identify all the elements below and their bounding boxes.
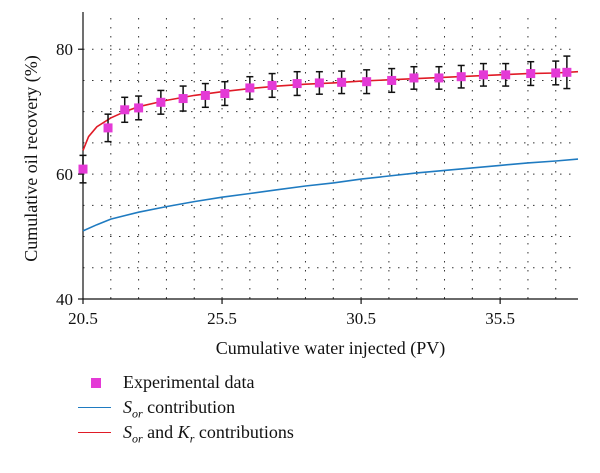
series-line (82, 158, 579, 232)
data-point (200, 90, 210, 100)
data-point (267, 80, 277, 90)
data-point (292, 79, 302, 89)
series-line (82, 70, 579, 151)
data-point (456, 72, 466, 82)
data-point (120, 105, 130, 115)
y-tick-label: 80 (56, 40, 73, 59)
label-layer: 20.5 25.5 30.5 35.5 40 60 80 Cumulative water i… (21, 40, 515, 359)
data-point (314, 78, 324, 88)
data-point (526, 69, 536, 79)
legend-label-sor: Sor contribution (123, 397, 236, 421)
data-point (220, 89, 230, 99)
data-point (551, 68, 561, 78)
y-tick-label: 40 (56, 290, 73, 309)
data-point (362, 77, 372, 87)
data-point (434, 73, 444, 83)
data-point (245, 83, 255, 93)
data-point (156, 97, 166, 107)
data-point (501, 70, 511, 80)
x-tick-label: 35.5 (485, 309, 515, 328)
data-point (78, 164, 88, 174)
y-tick-label: 60 (56, 165, 73, 184)
x-tick-label: 30.5 (346, 309, 376, 328)
red-line-swatch-icon (78, 432, 111, 433)
data-point (387, 75, 397, 85)
data-point (178, 94, 188, 104)
data-point (337, 77, 347, 87)
data-point (409, 73, 419, 83)
grid-layer (83, 18, 578, 299)
data-point (103, 123, 113, 133)
data-point (478, 70, 488, 80)
blue-line-swatch-icon (78, 407, 111, 408)
x-axis-title: Cumulative water injected (PV) (216, 338, 445, 359)
y-axis-title: Cumulative oil recovery (%) (21, 55, 42, 261)
data-point (562, 67, 572, 77)
x-tick-label: 25.5 (207, 309, 237, 328)
legend-label-experimental: Experimental data (123, 372, 255, 392)
pink-square-marker-icon (91, 378, 101, 388)
data-point (134, 103, 144, 113)
axes-layer (78, 12, 578, 304)
series-layer (78, 55, 579, 232)
x-tick-label: 20.5 (68, 309, 98, 328)
legend-label-sor-kr: Sor and Kr contributions (123, 422, 294, 446)
